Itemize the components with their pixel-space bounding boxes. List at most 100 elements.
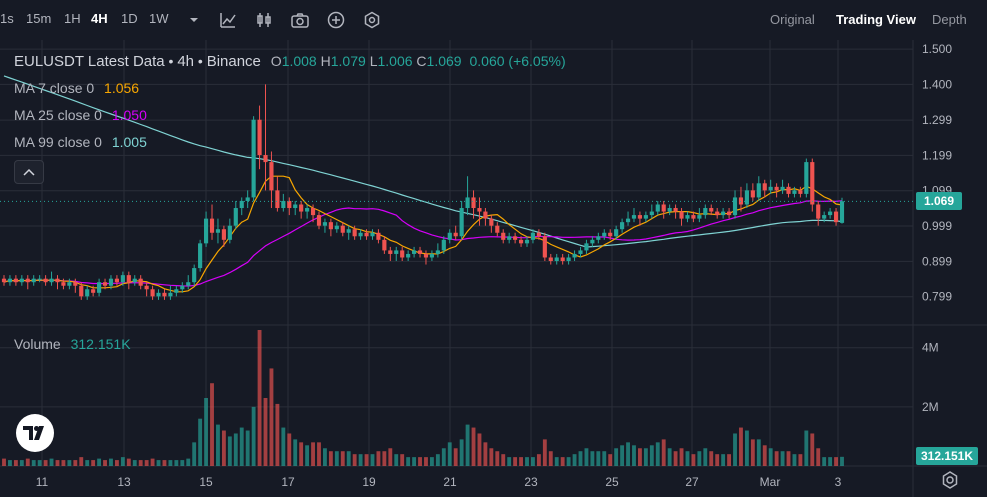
- volume-bar: [721, 454, 726, 466]
- volume-bar: [287, 433, 292, 466]
- open-value: 1.008: [281, 53, 317, 69]
- volume-bar: [317, 442, 321, 466]
- candle-body: [590, 239, 595, 244]
- price-tick-label: 1.199: [922, 148, 952, 162]
- volume-bar: [780, 451, 785, 466]
- price-tick-label: 1.400: [922, 77, 952, 91]
- view-original[interactable]: Original: [770, 12, 815, 27]
- candle-body: [114, 278, 120, 283]
- volume-tick-label: 2M: [922, 400, 939, 414]
- add-icon[interactable]: [326, 10, 346, 30]
- camera-icon[interactable]: [290, 10, 310, 30]
- candle-body: [750, 190, 755, 198]
- volume-bar: [376, 451, 381, 466]
- volume-bar: [311, 442, 315, 466]
- low-value: 1.006: [377, 53, 413, 69]
- volume-bar: [406, 457, 411, 466]
- candle-body: [263, 155, 268, 163]
- volume-bar: [221, 430, 226, 466]
- view-depth[interactable]: Depth: [932, 12, 967, 27]
- candle-body: [406, 253, 411, 258]
- volume-bar: [43, 460, 48, 466]
- candle-body: [501, 232, 506, 240]
- candle-body: [768, 186, 773, 191]
- interval-1h[interactable]: 1H: [64, 11, 81, 26]
- volume-bar: [340, 451, 345, 466]
- volume-bar: [590, 451, 595, 466]
- volume-bar: [352, 454, 357, 466]
- volume-bar: [204, 398, 209, 466]
- x-tick-label: 19: [362, 475, 376, 489]
- candle-body: [209, 218, 215, 233]
- volume-bar: [643, 448, 648, 466]
- candle-body: [536, 232, 541, 237]
- candle-body: [19, 278, 24, 283]
- indicators-icon[interactable]: [218, 10, 238, 30]
- candle-style-icon[interactable]: [254, 10, 274, 30]
- candle-body: [287, 200, 292, 209]
- volume-bar: [513, 457, 518, 466]
- candle-body: [91, 289, 96, 293]
- candle-body: [394, 250, 399, 254]
- volume-bar: [531, 457, 535, 466]
- volume-bar: [572, 454, 577, 466]
- volume-bar: [382, 451, 387, 466]
- interval-1w[interactable]: 1W: [149, 11, 169, 26]
- candle-body: [120, 275, 125, 283]
- candle-body: [839, 201, 845, 223]
- interval-1d[interactable]: 1D: [121, 11, 138, 26]
- candle-body: [162, 292, 167, 297]
- volume-bar: [715, 454, 720, 466]
- price-tick-label: 0.899: [922, 254, 952, 268]
- candle-body: [364, 232, 369, 237]
- settings-hex-icon[interactable]: [362, 10, 382, 30]
- chevron-down-icon[interactable]: [184, 10, 204, 30]
- candlestick-chart[interactable]: 11 13 15 17 19 21 23 25 27 Mar 3 1.500 1.400 1.299 1.1…: [0, 40, 987, 497]
- ma25-legend: MA 25 close 0 1.050: [14, 107, 147, 123]
- volume-bar: [554, 457, 559, 466]
- candle-body: [833, 211, 839, 223]
- candle-body: [203, 218, 209, 244]
- candle-body: [608, 232, 613, 237]
- high-value: 1.079: [330, 53, 366, 69]
- candle-body: [721, 211, 726, 216]
- candle-body: [507, 236, 512, 240]
- candle-body: [762, 183, 767, 191]
- symbol-legend: EULUSDT Latest Data • 4h • Binance O1.00…: [14, 53, 566, 70]
- interval-15m[interactable]: 15m: [26, 11, 52, 26]
- candle-body: [37, 278, 42, 280]
- interval-4h[interactable]: 4H: [91, 11, 108, 26]
- candle-body: [560, 257, 565, 262]
- ma25-value: 1.050: [111, 107, 147, 123]
- candle-body: [215, 229, 221, 233]
- open-key: O: [270, 53, 282, 69]
- volume-bar: [703, 448, 708, 466]
- tradingview-logo[interactable]: [16, 414, 54, 452]
- x-tick-label: 23: [524, 475, 538, 489]
- volume-bar: [768, 448, 773, 466]
- candle-body: [85, 289, 90, 297]
- volume-bar: [210, 383, 214, 466]
- volume-bar: [61, 460, 66, 466]
- collapse-legend-button[interactable]: [14, 160, 44, 184]
- candle-body: [174, 289, 179, 293]
- candle-body: [798, 190, 803, 194]
- candle-body: [150, 289, 155, 297]
- chart-settings-icon[interactable]: [940, 470, 960, 490]
- volume-bar: [394, 454, 399, 466]
- candle-body: [566, 257, 571, 262]
- interval-1s[interactable]: 1s: [0, 11, 14, 26]
- ma99-label: MA 99 close 0: [14, 134, 102, 150]
- view-trading-view[interactable]: Trading View: [836, 12, 916, 27]
- candle-body: [435, 250, 440, 254]
- candle-body: [584, 243, 589, 251]
- candle-body: [275, 190, 280, 209]
- volume-bar: [91, 460, 96, 466]
- volume-bar: [727, 454, 732, 466]
- volume-bar: [649, 445, 654, 466]
- volume-bar: [798, 454, 803, 466]
- candle-body: [542, 236, 547, 258]
- candle-body: [108, 278, 114, 286]
- volume-bar: [174, 460, 179, 466]
- volume-bar: [370, 454, 375, 466]
